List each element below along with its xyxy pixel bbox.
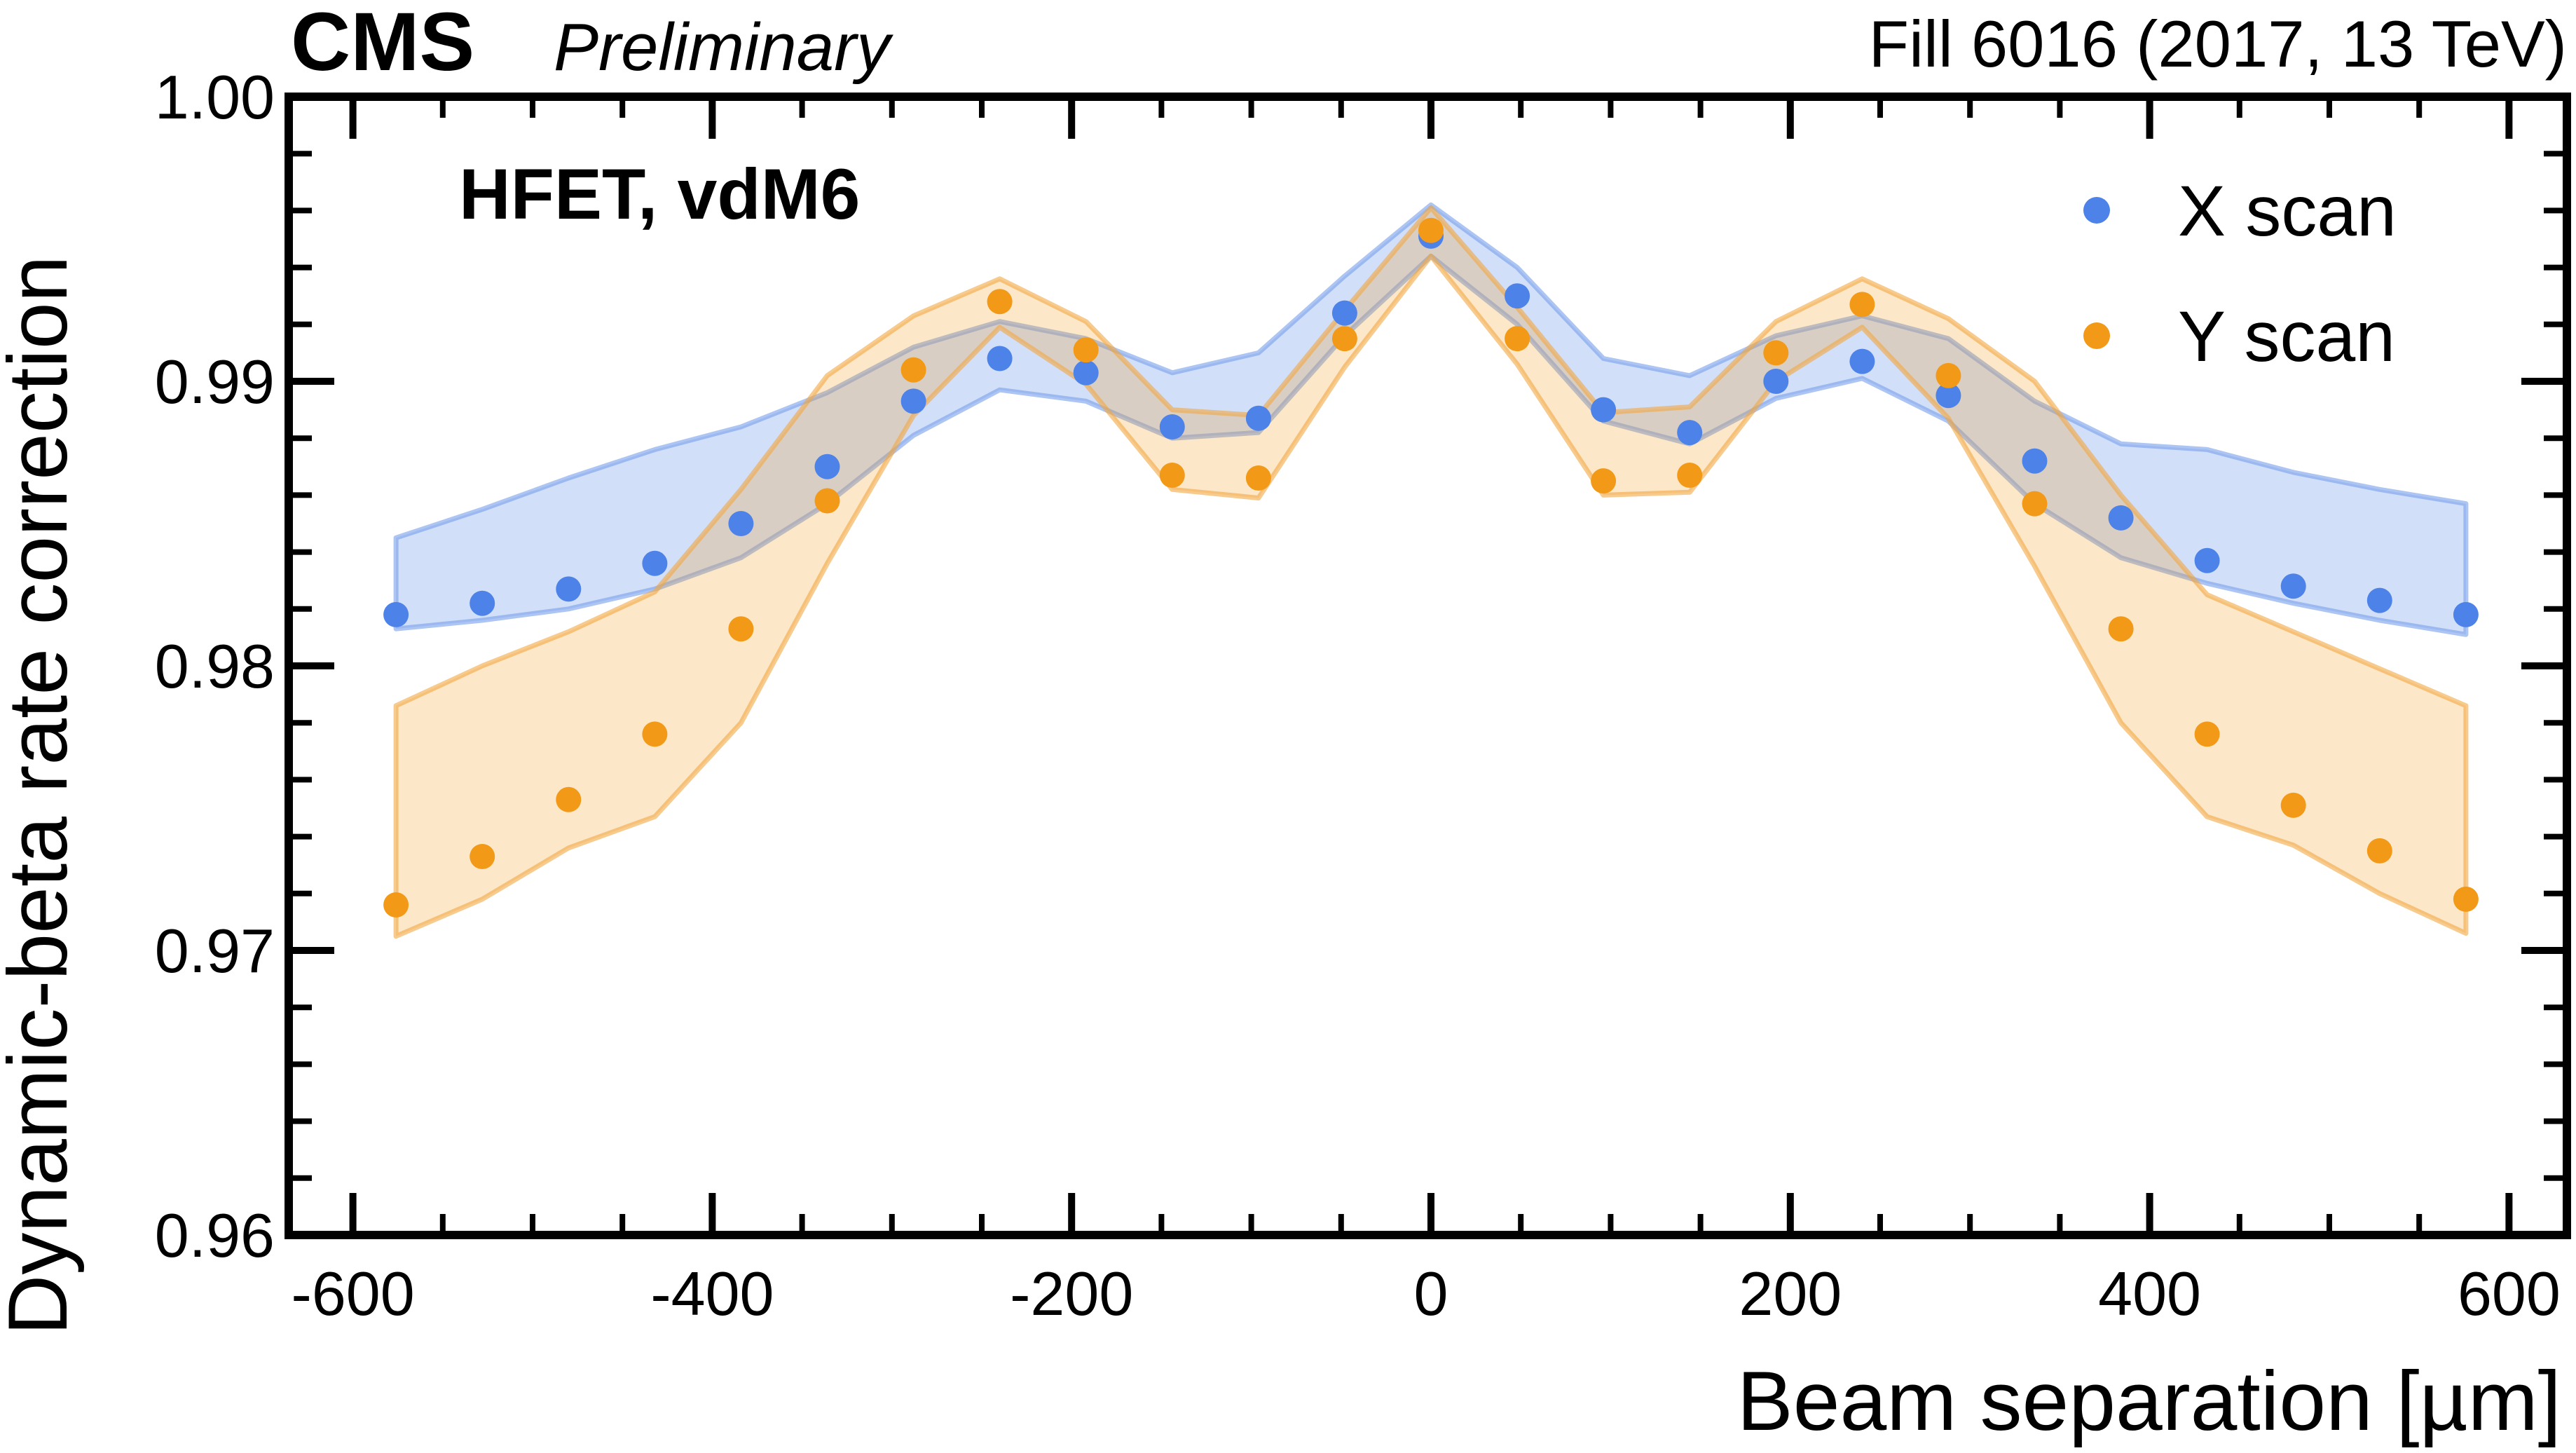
y-tick-label: 0.98	[155, 632, 275, 701]
data-point	[2280, 792, 2306, 818]
legend-label-x-scan: X scan	[2178, 171, 2397, 251]
x-tick-label: -600	[292, 1259, 415, 1328]
data-point	[1763, 340, 1789, 366]
x-tick-label: 0	[1414, 1259, 1448, 1328]
legend-marker-x-scan	[2083, 197, 2110, 224]
data-point	[1505, 326, 1530, 352]
data-point	[1331, 300, 1357, 326]
x-tick-label: -400	[650, 1259, 774, 1328]
data-point	[814, 453, 840, 479]
data-point	[1505, 283, 1530, 309]
data-point	[2366, 587, 2392, 613]
data-point	[642, 550, 668, 576]
data-point	[1245, 465, 1271, 491]
data-point	[2022, 448, 2048, 474]
data-point	[1591, 397, 1617, 423]
x-tick-label: -200	[1010, 1259, 1133, 1328]
data-point	[1936, 383, 1961, 409]
y-scan-band	[393, 205, 2469, 939]
data-point	[470, 590, 495, 616]
data-point	[2194, 547, 2220, 573]
data-point	[1677, 463, 1703, 488]
axis-ticks	[289, 93, 2567, 1239]
data-point	[900, 357, 926, 383]
fill-info-label: Fill 6016 (2017, 13 TeV)	[1869, 7, 2567, 81]
x-tick-label: 400	[2098, 1259, 2201, 1328]
y-tick-labels: 1.00 0.99 0.98 0.97 0.96	[155, 62, 275, 1270]
data-point	[1331, 326, 1357, 352]
data-point	[1936, 362, 1961, 388]
y-tick-label: 1.00	[155, 62, 275, 132]
x-axis-title: Beam separation [µm]	[1737, 1354, 2561, 1448]
data-point	[728, 616, 754, 642]
data-point	[383, 601, 409, 627]
data-point	[2108, 505, 2134, 531]
data-point	[2280, 573, 2306, 599]
y-axis-title: Dynamic-beta rate correction	[0, 256, 85, 1336]
data-point	[556, 786, 582, 812]
x-tick-labels: -600 -400 -200 0 200 400 600	[292, 1259, 2561, 1328]
data-point	[814, 488, 840, 514]
data-point	[1849, 292, 1875, 318]
data-point	[900, 388, 926, 414]
data-point	[1849, 348, 1875, 374]
preliminary-label: Preliminary	[554, 10, 893, 85]
data-point	[1677, 420, 1703, 446]
data-point	[642, 721, 668, 747]
y-scan-points	[383, 217, 2479, 917]
data-point	[2194, 721, 2220, 747]
legend-marker-y-scan	[2083, 322, 2110, 349]
x-tick-label: 600	[2458, 1259, 2561, 1328]
data-point	[1591, 468, 1617, 494]
data-points	[383, 217, 2479, 917]
data-point	[2022, 491, 2048, 517]
data-point	[470, 844, 495, 869]
legend-label-y-scan: Y scan	[2178, 296, 2395, 376]
y-tick-label: 0.97	[155, 916, 275, 985]
data-point	[1073, 337, 1099, 363]
x-tick-label: 200	[1739, 1259, 1842, 1328]
data-point	[1763, 369, 1789, 394]
y-tick-label: 0.99	[155, 347, 275, 416]
uncertainty-bands	[393, 202, 2469, 939]
legend-markers	[2083, 197, 2110, 349]
data-point	[987, 346, 1013, 371]
y-tick-label: 0.96	[155, 1201, 275, 1270]
data-point	[556, 576, 582, 602]
data-point	[1245, 405, 1271, 431]
data-point	[2453, 601, 2479, 627]
data-point	[2453, 886, 2479, 912]
data-point	[383, 892, 409, 917]
data-point	[728, 511, 754, 536]
data-point	[1418, 217, 1444, 243]
cms-label: CMS	[291, 0, 474, 88]
data-point	[987, 289, 1013, 315]
data-point	[1159, 463, 1185, 488]
data-point	[1073, 360, 1099, 386]
panel-label: HFET, vdM6	[459, 154, 860, 234]
data-point	[1159, 414, 1185, 439]
data-point	[2108, 616, 2134, 642]
data-point	[2366, 838, 2392, 864]
